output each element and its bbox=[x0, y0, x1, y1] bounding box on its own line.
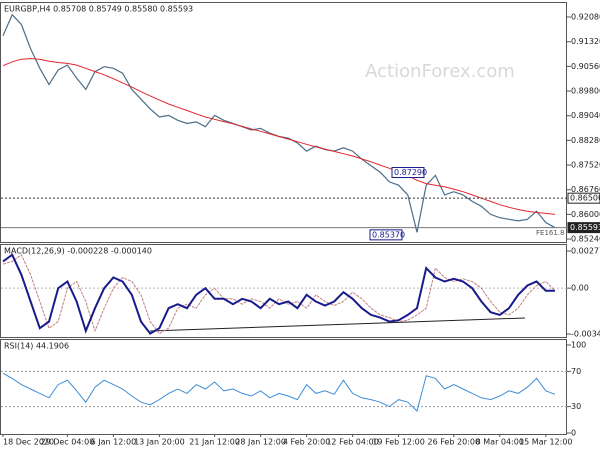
x-tick-label: 18 Dec 2020 bbox=[3, 438, 54, 447]
y-tick-label: 0 bbox=[571, 429, 576, 438]
x-tick-label: 26 Feb 20:00 bbox=[428, 438, 480, 447]
series-line bbox=[2, 253, 555, 335]
x-tick-label: 19 Feb 12:00 bbox=[372, 438, 424, 447]
trend-line bbox=[149, 317, 526, 332]
annotation-box bbox=[369, 229, 403, 241]
price-panel bbox=[0, 2, 567, 243]
series-line bbox=[2, 372, 556, 412]
series-line bbox=[2, 58, 556, 215]
annotation-label: 0.85370 bbox=[372, 230, 405, 239]
watermark: ActionForex.com bbox=[365, 61, 515, 82]
level-box bbox=[567, 192, 600, 204]
x-tick-label: 28 Jan 12:00 bbox=[235, 438, 286, 447]
x-tick-label: 21 Jan 12:00 bbox=[189, 438, 240, 447]
y-tick-label: 30 bbox=[571, 402, 581, 411]
y-tick-label: -0.003433 bbox=[571, 330, 600, 339]
y-tick-label: 0.002777 bbox=[571, 247, 600, 256]
level-label: 0.85593 bbox=[570, 223, 600, 232]
y-tick-label: 100 bbox=[571, 341, 586, 350]
macd-panel bbox=[0, 244, 567, 338]
x-tick-label: 8 Mar 04:00 bbox=[476, 438, 524, 447]
fe-label: FE161.8 bbox=[536, 229, 565, 237]
level-label: 0.86500 bbox=[570, 194, 600, 203]
x-tick-label: 13 Jan 20:00 bbox=[134, 438, 185, 447]
y-tick-label: 70 bbox=[571, 367, 581, 376]
series-line bbox=[2, 254, 556, 335]
x-tick-label: 4 Feb 20:00 bbox=[283, 438, 330, 447]
x-tick-label: 15 Mar 12:00 bbox=[519, 438, 572, 447]
rsi-panel bbox=[0, 339, 567, 435]
x-tick-label: 12 Feb 04:00 bbox=[326, 438, 378, 447]
macd-title: MACD(12,26,9) -0.000228 -0.000140 bbox=[4, 247, 152, 256]
y-tick-label: 0.00 bbox=[571, 284, 589, 293]
x-tick-label: 6 Jan 12:00 bbox=[91, 438, 137, 447]
level-box bbox=[567, 222, 600, 234]
annotation-label: 0.87290 bbox=[394, 168, 427, 177]
x-tick-label: 29 Dec 04:00 bbox=[40, 438, 94, 447]
rsi-title: RSI(14) 44.1906 bbox=[4, 342, 69, 351]
chart-title: EURGBP,H4 0.85708 0.85749 0.85580 0.8559… bbox=[4, 5, 193, 14]
annotation-box bbox=[391, 167, 425, 179]
